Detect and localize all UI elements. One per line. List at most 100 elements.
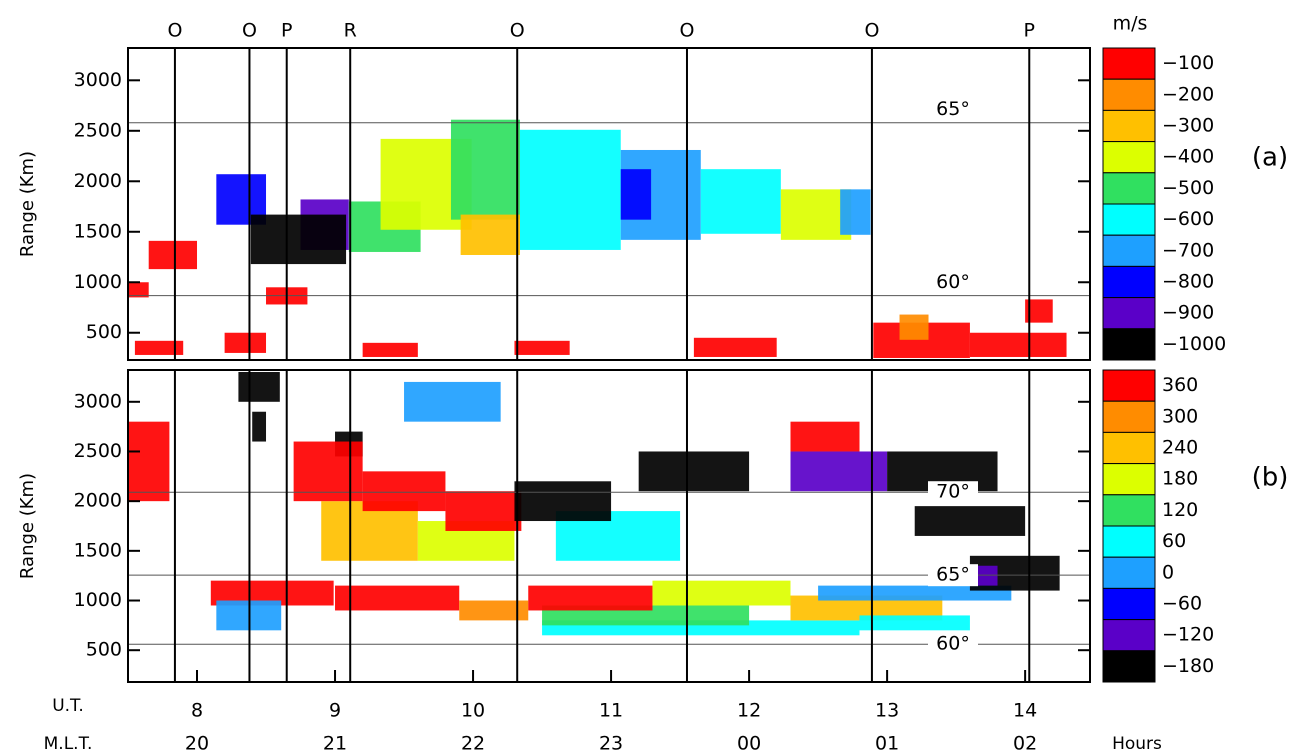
data-cell <box>638 451 750 492</box>
latitude-label-bg <box>928 481 978 504</box>
y-tick-label: 1000 <box>74 589 122 611</box>
mlt-axis-label: M.L.T. <box>44 734 93 754</box>
y-tick-label: 3000 <box>74 69 122 91</box>
colorbar-label: 300 <box>1162 405 1198 427</box>
mlt-tick-label: 21 <box>323 733 347 755</box>
event-label: P <box>1024 20 1035 42</box>
mlt-tick-label: 00 <box>737 733 761 755</box>
panel-label: (a) <box>1252 143 1288 173</box>
colorbar-label: −300 <box>1162 115 1214 137</box>
colorbar-label: −120 <box>1162 624 1214 646</box>
colorbar-label: −1000 <box>1162 333 1226 355</box>
y-tick-label: 2000 <box>74 170 122 192</box>
mlt-tick-label: 02 <box>1013 733 1037 755</box>
latitude-label-bg <box>928 564 978 587</box>
y-tick-label: 500 <box>86 639 122 661</box>
data-cell <box>818 585 1012 601</box>
data-cell <box>700 169 781 234</box>
mlt-tick-label: 20 <box>185 733 209 755</box>
colorbar-label: 360 <box>1162 374 1198 396</box>
colorbar-swatch <box>1102 78 1156 111</box>
colorbar-label: −180 <box>1162 655 1214 677</box>
colorbar-swatch <box>1102 265 1156 299</box>
x-unit-label: Hours <box>1112 734 1162 754</box>
data-cell <box>693 337 777 357</box>
x-tick-label: 12 <box>737 700 761 722</box>
colorbar-swatch <box>1102 234 1156 267</box>
latitude-label: 60° <box>936 633 970 655</box>
colorbar-label: 180 <box>1162 468 1198 490</box>
colorbar-label: −200 <box>1162 83 1214 105</box>
colorbar-swatch <box>1102 431 1156 465</box>
y-tick-label: 2500 <box>74 119 122 141</box>
colorbar-swatch <box>1102 109 1156 143</box>
mlt-tick-label: 23 <box>599 733 623 755</box>
colorbar-label: −500 <box>1162 177 1214 199</box>
colorbar-swatch <box>1102 141 1156 174</box>
data-cell <box>620 169 652 220</box>
colorbar-label: 240 <box>1162 437 1198 459</box>
x-axis-label: U.T. <box>52 696 84 716</box>
data-cell <box>148 240 198 270</box>
data-cell <box>914 506 1026 536</box>
data-cell <box>128 282 149 298</box>
y-tick-label: 1500 <box>74 539 122 561</box>
data-cell <box>969 332 1067 357</box>
y-tick-label: 1000 <box>74 271 122 293</box>
event-label: O <box>167 20 182 42</box>
data-cell <box>134 340 184 355</box>
colorbar-label: −800 <box>1162 271 1214 293</box>
data-cell <box>652 580 791 606</box>
data-cell <box>250 214 347 265</box>
y-tick-label: 3000 <box>74 390 122 412</box>
data-cell <box>514 481 612 522</box>
colorbar-swatch <box>1102 172 1156 205</box>
x-tick-label: 14 <box>1013 700 1037 722</box>
event-label: R <box>344 20 357 42</box>
x-tick-label: 9 <box>329 700 341 722</box>
event-label: O <box>679 20 694 42</box>
data-cell <box>1025 299 1053 323</box>
colorbar-label: −700 <box>1162 239 1214 261</box>
data-cell <box>404 381 501 422</box>
data-cell <box>790 421 860 452</box>
colorbar-label: 120 <box>1162 499 1198 521</box>
event-label: O <box>242 20 257 42</box>
latitude-label: 60° <box>936 271 970 293</box>
colorbar-label: −60 <box>1162 593 1202 615</box>
data-cell <box>459 600 529 621</box>
data-cell <box>252 411 267 442</box>
data-cell <box>362 471 446 512</box>
data-cell <box>335 585 460 611</box>
data-cell <box>445 491 522 531</box>
colorbar-swatch <box>1102 47 1156 80</box>
x-tick-label: 11 <box>599 700 623 722</box>
x-tick-label: 10 <box>461 700 485 722</box>
latitude-label: 65° <box>936 564 970 586</box>
colorbar-swatch <box>1102 328 1156 361</box>
y-tick-label: 500 <box>86 321 122 343</box>
plot-frame <box>127 369 1091 683</box>
plot-frame <box>127 47 1091 361</box>
latitude-label: 70° <box>936 481 970 503</box>
data-cell <box>224 332 267 353</box>
y-tick-label: 2000 <box>74 490 122 512</box>
data-cell <box>519 129 621 250</box>
colorbar-swatch <box>1102 619 1156 652</box>
y-axis-label: Range (Km) <box>17 473 38 579</box>
data-cell <box>859 615 970 631</box>
colorbar-swatch <box>1102 369 1156 402</box>
colorbar-swatch <box>1102 525 1156 558</box>
data-cell <box>780 189 852 240</box>
colorbar-label: 0 <box>1162 561 1174 583</box>
colorbar-label: −600 <box>1162 208 1214 230</box>
data-cell <box>238 371 280 402</box>
x-tick-label: 8 <box>191 700 203 722</box>
mlt-tick-label: 01 <box>875 733 899 755</box>
colorbar-label: −100 <box>1162 52 1214 74</box>
colorbar-label: −400 <box>1162 146 1214 168</box>
data-cell <box>362 342 418 357</box>
data-cell <box>450 119 520 220</box>
data-cell <box>460 214 520 255</box>
